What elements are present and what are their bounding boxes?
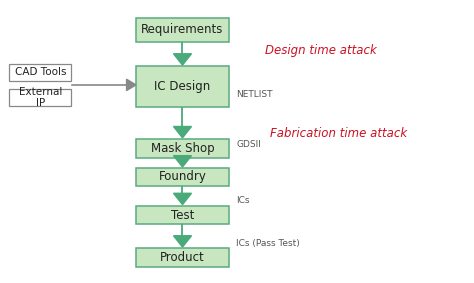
Text: Test: Test — [171, 209, 194, 222]
FancyBboxPatch shape — [136, 168, 228, 186]
Polygon shape — [173, 54, 191, 65]
Text: CAD Tools: CAD Tools — [15, 67, 66, 77]
Text: Foundry: Foundry — [158, 170, 207, 183]
FancyBboxPatch shape — [136, 248, 228, 267]
Polygon shape — [173, 127, 191, 138]
Text: GDSII: GDSII — [236, 140, 261, 149]
Text: IC Design: IC Design — [155, 80, 210, 93]
Polygon shape — [173, 193, 191, 205]
FancyBboxPatch shape — [9, 89, 71, 106]
FancyBboxPatch shape — [136, 139, 228, 158]
Text: Design time attack: Design time attack — [265, 44, 377, 57]
Polygon shape — [173, 236, 191, 247]
Text: Product: Product — [160, 251, 205, 264]
Text: Mask Shop: Mask Shop — [151, 142, 214, 155]
FancyBboxPatch shape — [9, 64, 71, 81]
FancyBboxPatch shape — [136, 206, 228, 224]
Text: ICs (Pass Test): ICs (Pass Test) — [236, 239, 300, 248]
Text: ICs: ICs — [236, 196, 249, 205]
Text: Requirements: Requirements — [141, 23, 224, 36]
FancyBboxPatch shape — [136, 18, 228, 42]
Text: External
IP: External IP — [18, 87, 62, 108]
FancyBboxPatch shape — [136, 66, 228, 107]
Text: NETLIST: NETLIST — [236, 90, 273, 99]
Polygon shape — [127, 79, 136, 91]
Polygon shape — [173, 156, 191, 167]
Text: Fabrication time attack: Fabrication time attack — [270, 127, 407, 140]
